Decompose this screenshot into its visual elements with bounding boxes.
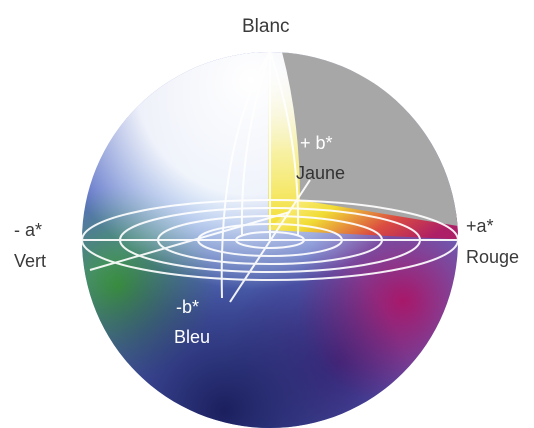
label-bleu: Bleu	[174, 327, 210, 347]
label-jaune: Jaune	[296, 163, 345, 183]
label-rouge: Rouge	[466, 247, 519, 267]
label-a-plus: +a*	[466, 216, 494, 236]
label-vert: Vert	[14, 251, 46, 271]
label-b-plus: + b*	[300, 133, 333, 153]
label-blanc: Blanc	[242, 17, 290, 37]
label-b-minus: -b*	[176, 297, 199, 317]
label-a-minus: - a*	[14, 220, 42, 240]
